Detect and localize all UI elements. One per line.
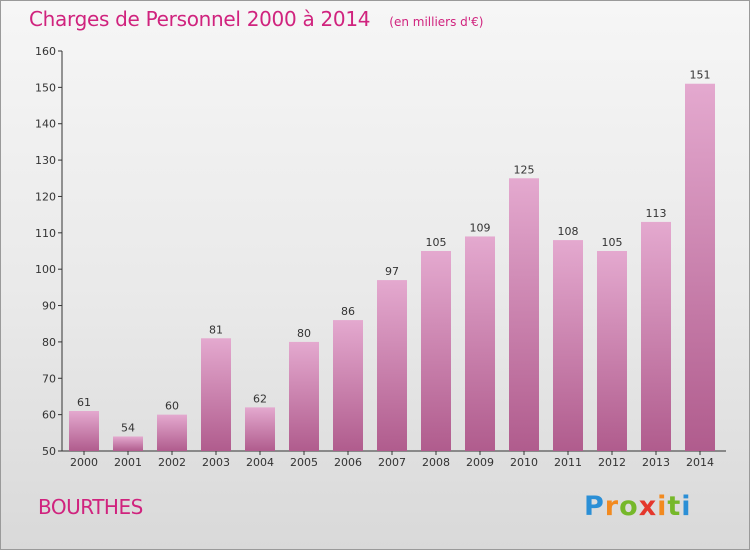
y-tick-label: 150 [35, 81, 56, 94]
x-tick-label: 2010 [510, 456, 538, 469]
bar [245, 407, 275, 451]
y-tick-label: 80 [42, 336, 56, 349]
chart-subtitle: (en milliers d'€) [389, 15, 484, 29]
y-tick-label: 50 [42, 445, 56, 458]
bar [685, 83, 715, 452]
bar [289, 341, 319, 451]
bar [113, 436, 143, 451]
bar [509, 178, 539, 452]
bar-value-label: 62 [253, 392, 267, 405]
x-tick-label: 2009 [466, 456, 494, 469]
bar-value-label: 61 [77, 396, 91, 409]
bar [157, 414, 187, 451]
bar-value-label: 54 [121, 421, 135, 434]
bar-value-label: 60 [165, 400, 179, 413]
bar-value-label: 125 [514, 163, 535, 176]
y-tick-label: 130 [35, 154, 56, 167]
bar [597, 251, 627, 451]
bar-value-label: 105 [426, 236, 447, 249]
x-tick-label: 2014 [686, 456, 714, 469]
x-tick-label: 2012 [598, 456, 626, 469]
x-tick-label: 2006 [334, 456, 362, 469]
chart-title: Charges de Personnel 2000 à 2014 [29, 7, 371, 31]
bar [377, 280, 407, 451]
x-tick-label: 2007 [378, 456, 406, 469]
bar [201, 338, 231, 451]
bar-value-label: 109 [470, 221, 491, 234]
bar-value-label: 97 [385, 265, 399, 278]
y-tick-label: 70 [42, 372, 56, 385]
y-tick-label: 60 [42, 409, 56, 422]
axes: 50 60 70 80 90 100 110 120 130 140 150 160 2000 2001 2… [35, 45, 726, 469]
x-tick-label: 2000 [70, 456, 98, 469]
y-tick-label: 90 [42, 300, 56, 313]
bar [641, 221, 671, 451]
commune-name: BOURTHES [38, 495, 143, 519]
x-tick-label: 2002 [158, 456, 186, 469]
bar [69, 411, 99, 451]
bars [69, 83, 715, 452]
bar-value-label: 113 [646, 207, 667, 220]
bar-value-label: 151 [690, 69, 711, 82]
title-block: Charges de Personnel 2000 à 2014 (en mil… [29, 7, 483, 31]
x-tick-label: 2003 [202, 456, 230, 469]
y-tick-label: 140 [35, 118, 56, 131]
bar-value-label: 80 [297, 327, 311, 340]
y-tick-label: 160 [35, 45, 56, 58]
x-tick-label: 2001 [114, 456, 142, 469]
x-tick-label: 2011 [554, 456, 582, 469]
bar-value-label: 86 [341, 305, 355, 318]
x-tick-label: 2005 [290, 456, 318, 469]
bar [421, 251, 451, 451]
bar-value-label: 105 [602, 236, 623, 249]
bar [465, 236, 495, 451]
x-tick-label: 2004 [246, 456, 274, 469]
bar-value-label: 81 [209, 323, 223, 336]
bar-value-label: 108 [558, 225, 579, 238]
bar [333, 320, 363, 451]
data-labels: 61 54 60 81 62 80 86 97 105 109 125 108 105 113 151 [77, 69, 711, 435]
y-tick-label: 100 [35, 263, 56, 276]
bar [553, 240, 583, 451]
x-tick-label: 2008 [422, 456, 450, 469]
y-tick-label: 110 [35, 227, 56, 240]
y-tick-label: 120 [35, 190, 56, 203]
proxiti-logo[interactable]: Proxiti [584, 491, 692, 522]
x-tick-label: 2013 [642, 456, 670, 469]
